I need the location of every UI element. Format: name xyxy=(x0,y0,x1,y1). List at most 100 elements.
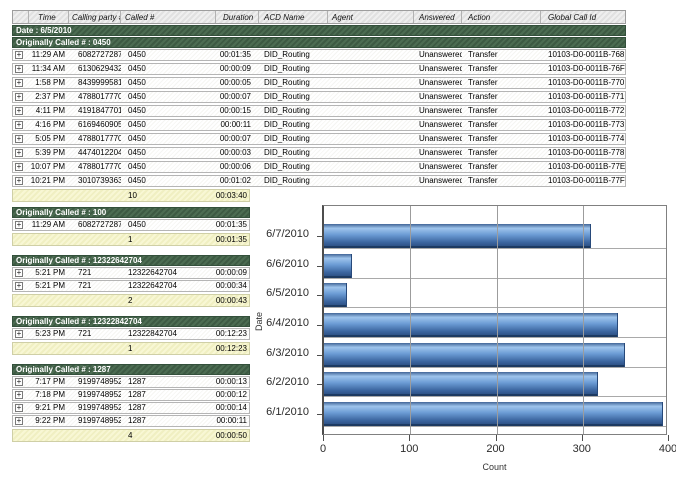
expand-icon[interactable]: + xyxy=(15,281,23,290)
expand-icon[interactable]: + xyxy=(15,162,23,171)
cell-calling-party: 9199748952 xyxy=(78,377,121,386)
cell-calling-party: 4191847701 xyxy=(78,106,121,115)
column-header-answered[interactable]: Answered xyxy=(414,11,462,23)
call-group: Originally Called # : 12322642704 +5:21 P… xyxy=(12,255,250,307)
chart-y-tick xyxy=(317,295,323,297)
expand-cell: + xyxy=(13,176,29,186)
cell-action: Transfer xyxy=(468,134,498,143)
chart-band xyxy=(317,340,666,370)
cell-acd-name: DID_Routing xyxy=(264,176,310,185)
expand-cell: + xyxy=(13,92,29,102)
cell-time: 5:23 PM xyxy=(35,329,65,338)
cell-time: 1:58 PM xyxy=(35,78,65,87)
expand-icon[interactable]: + xyxy=(15,176,23,185)
cell-calling-party: 721 xyxy=(78,329,92,338)
expand-cell: + xyxy=(13,162,29,172)
chart-x-tick xyxy=(495,435,497,441)
chart-y-tick xyxy=(317,354,323,356)
cell-calling-party: 9199748952 xyxy=(78,390,121,399)
column-header-agent[interactable]: Agent xyxy=(328,11,414,23)
cell-duration: 00:00:07 xyxy=(219,92,251,101)
cell-action: Transfer xyxy=(468,64,498,73)
group-summary-row: 1 00:01:35 xyxy=(12,233,250,246)
expand-icon[interactable]: + xyxy=(15,390,23,399)
expand-icon[interactable]: + xyxy=(15,416,23,425)
summary-call-count: 1 xyxy=(128,344,133,353)
cell-action: Transfer xyxy=(468,50,498,59)
chart-y-tick xyxy=(317,414,323,416)
column-header-global-call-id[interactable]: Global Call Id xyxy=(548,13,597,22)
cell-called: 1287 xyxy=(128,390,146,399)
cell-called: 0450 xyxy=(128,176,146,185)
cell-agent xyxy=(328,176,414,186)
table-row: +10:21 PM 3010739363 0450 00:01:02 DID_Routi… xyxy=(12,175,626,187)
chart-category-line xyxy=(324,426,666,428)
cell-acd-name: DID_Routing xyxy=(264,64,310,73)
cell-answered: Unanswered xyxy=(419,120,462,129)
chart-category-line xyxy=(324,396,666,398)
date-group-header: Date : 6/5/2010 xyxy=(12,25,626,36)
table-row: +5:21 PM 721 12322642704 00:00:09 xyxy=(12,267,250,279)
column-header-acd-name[interactable]: ACD Name xyxy=(259,11,328,23)
table-row: +9:21 PM 9199748952 1287 00:00:14 xyxy=(12,402,250,414)
cell-acd-name: DID_Routing xyxy=(264,92,310,101)
column-header-called[interactable]: Called # xyxy=(121,11,216,23)
chart-x-tick-label: 300 xyxy=(572,443,591,455)
cell-time: 11:29 AM xyxy=(31,50,65,59)
chart-x-axis-title: Count xyxy=(482,462,507,472)
cell-action: Transfer xyxy=(468,162,498,171)
table-row: +11:29 AM 6082727287 0450 00:01:35 DID_Routi… xyxy=(12,49,626,61)
expand-icon[interactable]: + xyxy=(15,64,23,73)
cell-answered: Unanswered xyxy=(419,148,462,157)
calls-by-date-bar-chart: Date 6/7/2010 6/6/2010 6/5/2010 6/4/2010 6/3… xyxy=(240,200,676,484)
cell-action: Transfer xyxy=(468,106,498,115)
chart-category-line xyxy=(324,277,666,279)
column-header-time[interactable]: Time xyxy=(29,11,69,23)
cell-global-call-id: 10103-D0-0011B-77E xyxy=(548,162,626,171)
cell-duration: 00:00:09 xyxy=(219,64,251,73)
table-row: +5:23 PM 721 12322842704 00:12:23 xyxy=(12,328,250,340)
cell-action: Transfer xyxy=(468,120,498,129)
chart-x-tick-label: 100 xyxy=(400,443,419,455)
chart-band xyxy=(317,310,666,340)
chart-plot-area xyxy=(317,205,667,435)
cell-called: 12322842704 xyxy=(128,329,177,338)
column-header-calling-party[interactable]: Calling party # xyxy=(69,11,121,23)
chart-category-line xyxy=(324,307,666,309)
chart-band xyxy=(317,280,666,310)
column-header-action[interactable]: Action xyxy=(462,11,541,23)
cell-duration: 00:00:15 xyxy=(219,106,251,115)
expand-icon[interactable]: + xyxy=(15,78,23,87)
cell-duration: 00:00:11 xyxy=(220,120,251,129)
cell-called: 0450 xyxy=(128,148,146,157)
cell-acd-name: DID_Routing xyxy=(264,106,310,115)
expand-icon[interactable]: + xyxy=(15,268,23,277)
column-header-duration[interactable]: Duration xyxy=(216,11,259,23)
cell-time: 10:21 PM xyxy=(30,176,65,185)
group-header: Originally Called # : 1287 xyxy=(12,364,250,375)
expand-icon[interactable]: + xyxy=(15,148,23,157)
expand-icon[interactable]: + xyxy=(15,220,23,229)
chart-bar xyxy=(324,313,618,338)
expand-icon[interactable]: + xyxy=(15,403,23,412)
cell-called: 0450 xyxy=(128,106,146,115)
cell-calling-party: 4474012204 xyxy=(78,148,121,157)
chart-gridline xyxy=(410,206,412,434)
cell-time: 7:18 PM xyxy=(35,390,65,399)
expand-icon[interactable]: + xyxy=(15,50,23,59)
expand-icon[interactable]: + xyxy=(15,120,23,129)
chart-x-tick xyxy=(409,435,411,441)
expand-icon[interactable]: + xyxy=(15,377,23,386)
expand-icon[interactable]: + xyxy=(15,92,23,101)
expand-icon[interactable]: + xyxy=(15,106,23,115)
cell-time: 11:34 AM xyxy=(31,64,65,73)
expand-cell: + xyxy=(13,64,29,74)
chart-x-tick-label: 0 xyxy=(319,443,327,455)
expand-cell: + xyxy=(13,268,29,278)
expand-icon[interactable]: + xyxy=(15,329,23,338)
cell-duration: 00:00:07 xyxy=(219,134,251,143)
table-row: +11:34 AM 6130629432 0450 00:00:09 DID_Routi… xyxy=(12,63,626,75)
cell-global-call-id: 10103-D0-0011B-770 xyxy=(548,78,625,87)
expand-cell: + xyxy=(13,377,29,387)
expand-icon[interactable]: + xyxy=(15,134,23,143)
